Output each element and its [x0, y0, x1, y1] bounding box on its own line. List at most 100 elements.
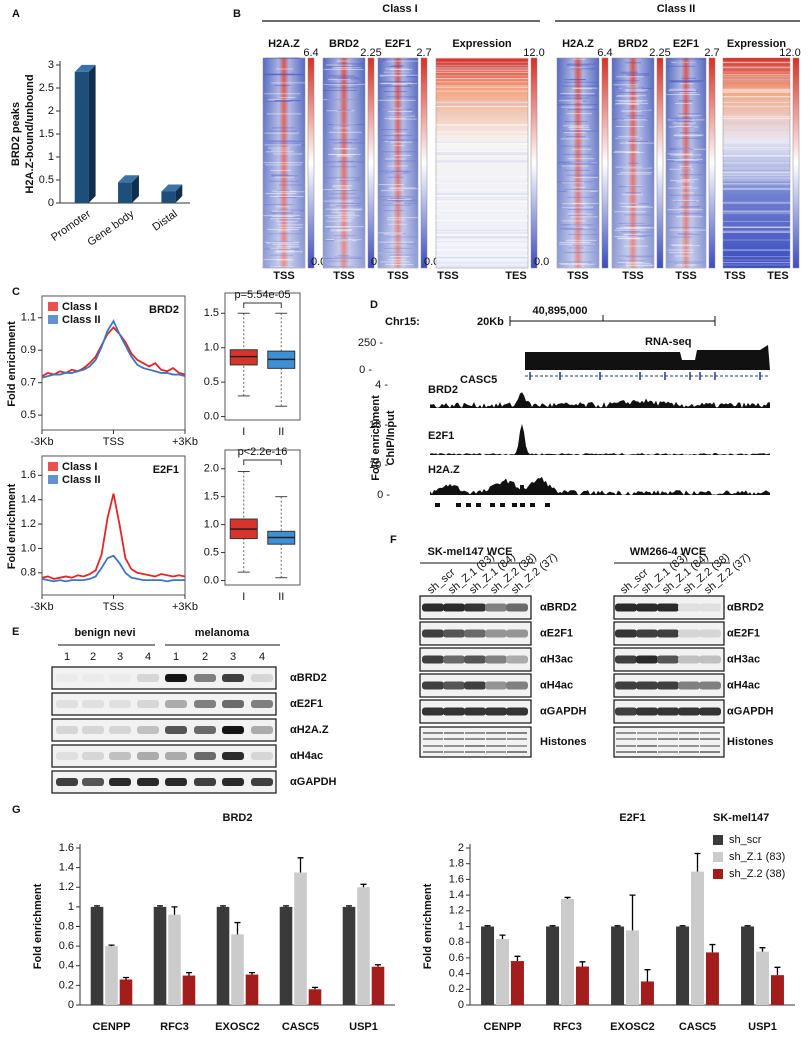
bar [74, 71, 89, 204]
blot-band [615, 681, 637, 690]
bar [496, 939, 509, 1005]
blot-band [222, 700, 244, 708]
y-tick-label: 0.0 [204, 410, 219, 422]
blot-band [657, 629, 679, 638]
blot-row-label: αBRD2 [540, 601, 577, 613]
heatmap [435, 57, 529, 269]
color-max: 6.4 [303, 47, 318, 59]
blot-band [423, 745, 443, 747]
y-tick-label: 1.2 [59, 881, 74, 893]
legend-label: sh_scr [729, 834, 762, 846]
lane-label: 1 [64, 651, 70, 663]
y-tick-label: 0.7 [21, 377, 36, 389]
track-axis-label: ChIP/Input [385, 410, 397, 465]
legend-swatch [713, 869, 723, 879]
error-bar [360, 883, 367, 888]
class-title: Class I [382, 3, 417, 15]
heatmap-fade [666, 58, 706, 268]
y-tick-label: 0.9 [21, 344, 36, 356]
y-tick-label: 0.4 [59, 960, 74, 972]
track-name: E2F1 [428, 430, 454, 442]
blot-band [82, 700, 104, 708]
blot-row-label: αH3ac [540, 653, 573, 665]
blot-band [637, 732, 657, 734]
blot-band [423, 738, 443, 740]
heatmap-axis-label: TSS [387, 270, 408, 282]
blot-band [422, 681, 444, 690]
peak-call [520, 445, 524, 450]
x-tick-label: RFC3 [160, 1021, 189, 1033]
blot-group: benign nevi [74, 627, 135, 639]
blot-band [485, 655, 507, 664]
blot-band [109, 778, 131, 786]
y-tick-label: 1.1 [21, 312, 36, 324]
blot-band [678, 655, 700, 664]
blot-band [422, 603, 444, 612]
chart-title: BRD2 [223, 812, 253, 824]
lane-label: 4 [145, 651, 151, 663]
blot-band [658, 732, 678, 734]
lane-label: 3 [230, 651, 236, 663]
blot-band [506, 707, 528, 716]
bar [611, 926, 625, 1005]
blot-band [486, 751, 506, 753]
plot-frame [224, 292, 301, 421]
blot-band [657, 603, 679, 612]
blot-band [422, 655, 444, 664]
color-min: 0.0 [311, 256, 326, 268]
blot-band [137, 726, 159, 734]
y-axis-label: Fold enrichment [422, 883, 434, 969]
blot-band [109, 674, 131, 682]
blot-strip [51, 744, 277, 768]
error-bar [694, 852, 701, 872]
blot-band [165, 700, 187, 708]
peak-call [476, 503, 481, 507]
blot-band [485, 629, 507, 638]
column-label: E2F1 [673, 38, 699, 50]
heatmap-fade [557, 58, 599, 268]
blot-strip [51, 718, 277, 742]
bar [90, 906, 104, 1005]
y-tick-label: 0.6 [59, 940, 74, 952]
blot-band [109, 700, 131, 708]
blot-band [137, 752, 159, 760]
x-tick-label: CASC5 [282, 1021, 319, 1033]
column-label: E2F1 [385, 38, 411, 50]
blot-band [251, 778, 273, 786]
error-bar [94, 905, 101, 907]
y-tick-label: 0.5 [204, 546, 219, 558]
y-tick-label: 2 [458, 842, 464, 854]
blot-band [700, 745, 720, 747]
blot-row-label: αH4ac [727, 679, 760, 691]
bar [153, 906, 167, 1005]
blot-band [658, 738, 678, 740]
peak-call [520, 503, 525, 507]
bar [105, 946, 118, 1005]
column-label: Expression [727, 38, 787, 50]
peak-call [520, 485, 524, 490]
color-bar [530, 57, 538, 269]
color-max: 12.0 [523, 47, 544, 59]
blot-band [616, 738, 636, 740]
error-bar [346, 905, 353, 907]
y-tick-label: 0.5 [21, 409, 36, 421]
blot-band [464, 655, 486, 664]
bar [119, 979, 133, 1005]
blot-band [194, 752, 216, 760]
blot-band [56, 674, 78, 682]
lane-label: 3 [117, 651, 123, 663]
blot-band [444, 745, 464, 747]
blot-band [194, 674, 216, 682]
bar [705, 952, 719, 1005]
y-tick-label: 0.8 [59, 920, 74, 932]
blot-band [194, 700, 216, 708]
x-tick-label: TSS [103, 601, 124, 613]
column-label: H2A.Z [268, 38, 300, 50]
h2az-track [430, 476, 770, 495]
legend-swatch [48, 302, 58, 311]
blot-band [194, 726, 216, 734]
bar-top [118, 175, 139, 183]
y-tick-label: 0.5 [39, 174, 54, 186]
blot-band [56, 726, 78, 734]
blot-band [82, 778, 104, 786]
